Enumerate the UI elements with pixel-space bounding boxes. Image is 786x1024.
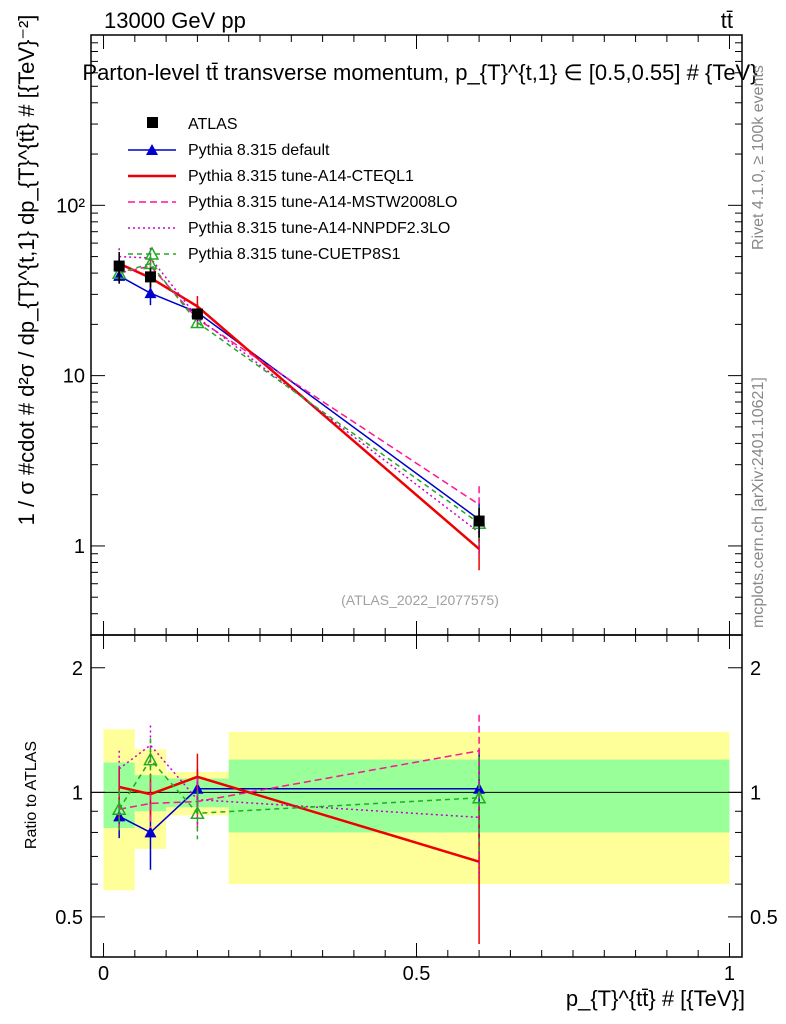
atlas-data-point (191, 308, 203, 320)
legend-label: Pythia 8.315 default (188, 142, 330, 159)
series-point (144, 287, 157, 299)
ratio-series-line (118, 788, 480, 834)
energy-label: 13000 GeV pp (104, 8, 246, 33)
ratio-series-line (118, 744, 480, 819)
mcplots-label: mcplots.cern.ch [arXiv:2401.10621] (750, 377, 767, 628)
main-ylabel: 1 / σ #cdot # d²σ / dp_{T}^{t,1} dp_{T}^… (14, 15, 39, 526)
series-point (190, 805, 205, 820)
legend-marker-atlas (147, 117, 158, 128)
ratio-y-tick-label: 0.5 (55, 907, 83, 929)
main-y-tick-label: 10² (56, 195, 85, 217)
main-panel (90, 34, 743, 636)
main-y-tick-label: 10 (63, 366, 85, 388)
ratio-series-line (119, 750, 480, 811)
process-label: tt̄ (721, 8, 733, 33)
ratio-y-tick-label-right: 2 (750, 658, 761, 680)
legend: ATLAS Pythia 8.315 default Pythia 8.315 … (128, 116, 457, 263)
x-axis-label: p_{T}^{tt̄} # [{TeV}] (566, 986, 745, 1011)
series-point (143, 752, 158, 766)
ratio-y-tick-label: 2 (72, 658, 83, 680)
main-y-tick-label: 1 (74, 536, 85, 558)
legend-label-atlas: ATLAS (188, 116, 238, 133)
ratio-y-tick-label-right: 0.5 (750, 907, 778, 929)
series-point (146, 144, 158, 155)
atlas-data-point (113, 260, 125, 272)
x-tick-label: 0 (98, 963, 109, 985)
ratio-y-tick-label: 1 (72, 782, 83, 804)
series-point (144, 246, 160, 260)
series-line (119, 265, 480, 506)
legend-label: Pythia 8.315 tune-A14-MSTW2008LO (188, 194, 457, 211)
x-tick-label: 0.5 (403, 963, 431, 985)
ratio-panel (90, 634, 743, 958)
legend-label: Pythia 8.315 tune-CUETP8S1 (188, 246, 401, 263)
series-line (118, 262, 480, 550)
analysis-id: (ATLAS_2022_I2077575) (341, 592, 499, 608)
plot-title: Parton-level tt̄ transverse momentum, p_… (82, 60, 757, 85)
rivet-version-label: Rivet 4.1.0, ≥ 100k events (750, 65, 767, 250)
series-point (471, 790, 487, 804)
atlas-data-point (144, 271, 156, 283)
ratio-frame (90, 634, 743, 958)
series-point (111, 801, 127, 816)
atlas-data-point (473, 515, 485, 527)
x-tick-label: 1 (724, 963, 735, 985)
series-line (119, 255, 480, 534)
series-point (190, 314, 205, 329)
legend-label: Pythia 8.315 tune-A14-CTEQL1 (188, 168, 414, 185)
ratio-series-line (118, 758, 480, 815)
ratio-ylabel: Ratio to ATLAS (23, 741, 40, 849)
series-line (118, 275, 480, 521)
series-point (144, 826, 157, 838)
ratio-y-tick-label-right: 1 (750, 782, 761, 804)
series-line (118, 262, 480, 524)
legend-label: Pythia 8.315 tune-A14-NNPDF2.3LO (188, 220, 450, 237)
